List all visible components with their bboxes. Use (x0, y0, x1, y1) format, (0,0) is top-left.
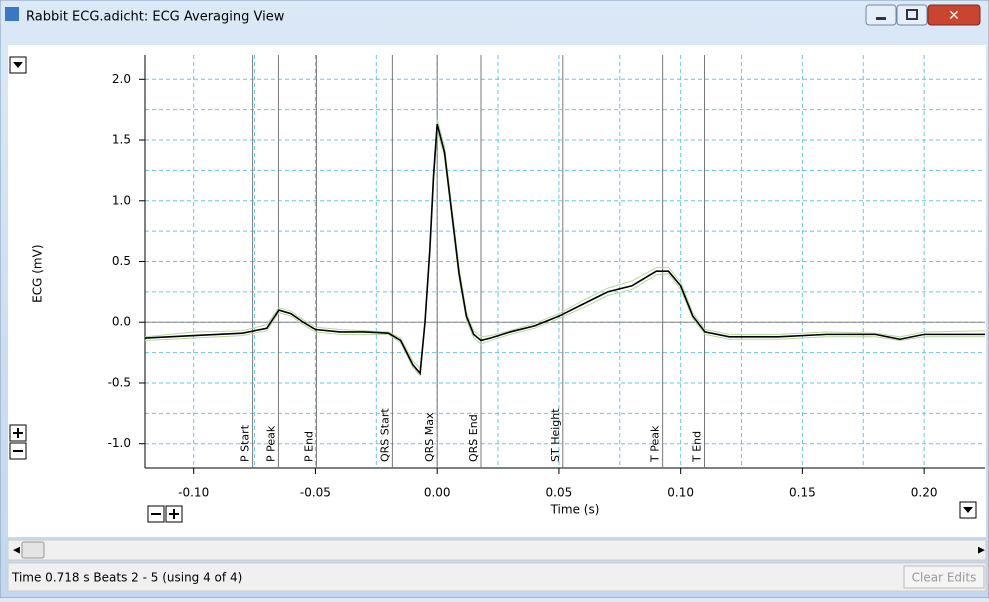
x-tick-label: 0.10 (667, 486, 694, 500)
scroll-thumb[interactable] (21, 541, 45, 559)
x-tick-label: 0.20 (911, 486, 938, 500)
close-icon: ✕ (948, 8, 960, 24)
x-tick-label: 0.00 (424, 486, 451, 500)
marker-label: ST Height (549, 408, 562, 462)
close-button[interactable] (927, 4, 981, 26)
marker-label: P Peak (264, 425, 277, 462)
x-tick-label: -0.10 (178, 486, 209, 500)
scroll-left[interactable]: ◀ (13, 546, 20, 556)
plot: -1.0 -0.5 0.0 0.5 1.0 1.5 2.0 -0.10 -0.05 0.00 0.0… (31, 55, 986, 517)
y-axis-label: ECG (mV) (31, 244, 45, 302)
maximize-icon (906, 9, 918, 20)
marker-label: T Peak (649, 425, 662, 463)
marker-label: QRS Start (378, 408, 391, 462)
y-tick-label: 0.0 (112, 315, 131, 329)
menu-icon (963, 507, 973, 513)
clear-edits-button[interactable] (903, 565, 985, 589)
app-icon (5, 7, 19, 21)
scroll-right[interactable]: ▶ (978, 546, 985, 556)
marker-label: P Start (239, 424, 252, 462)
minimize-icon (876, 17, 886, 20)
x-tick-label: -0.05 (300, 486, 331, 500)
plus-icon (169, 509, 179, 519)
y-tick-label: -0.5 (108, 375, 131, 389)
marker-label: QRS End (467, 414, 480, 462)
minimize-button[interactable] (865, 4, 897, 26)
y-tick-label: 0.5 (112, 254, 131, 268)
marker-label: P End (302, 431, 315, 462)
trace (144, 130, 985, 377)
trace (144, 124, 985, 376)
x-tick-label: 0.05 (546, 486, 573, 500)
x-tick-label: 0.15 (789, 486, 816, 500)
marker-label: T End (691, 431, 704, 463)
y-tick-label: 1.5 (112, 133, 131, 147)
x-axis-label: Time (s) (550, 503, 600, 517)
y-tick-label: 2.0 (112, 72, 131, 86)
scrollbar[interactable] (7, 539, 987, 561)
marker-label: QRS Max (423, 412, 436, 462)
clear-edits-label: Clear Edits (912, 571, 977, 585)
y-tick-label: -1.0 (108, 436, 131, 450)
menu-icon (13, 62, 23, 68)
status-bar (7, 562, 987, 592)
plus-icon (13, 428, 23, 438)
chart-area (8, 45, 986, 537)
y-tick-label: 1.0 (112, 193, 131, 207)
status-text: Time 0.718 s Beats 2 - 5 (using 4 of 4) (11, 571, 242, 585)
window-title: Rabbit ECG.adicht: ECG Averaging View (26, 10, 285, 25)
maximize-button[interactable] (896, 4, 928, 26)
